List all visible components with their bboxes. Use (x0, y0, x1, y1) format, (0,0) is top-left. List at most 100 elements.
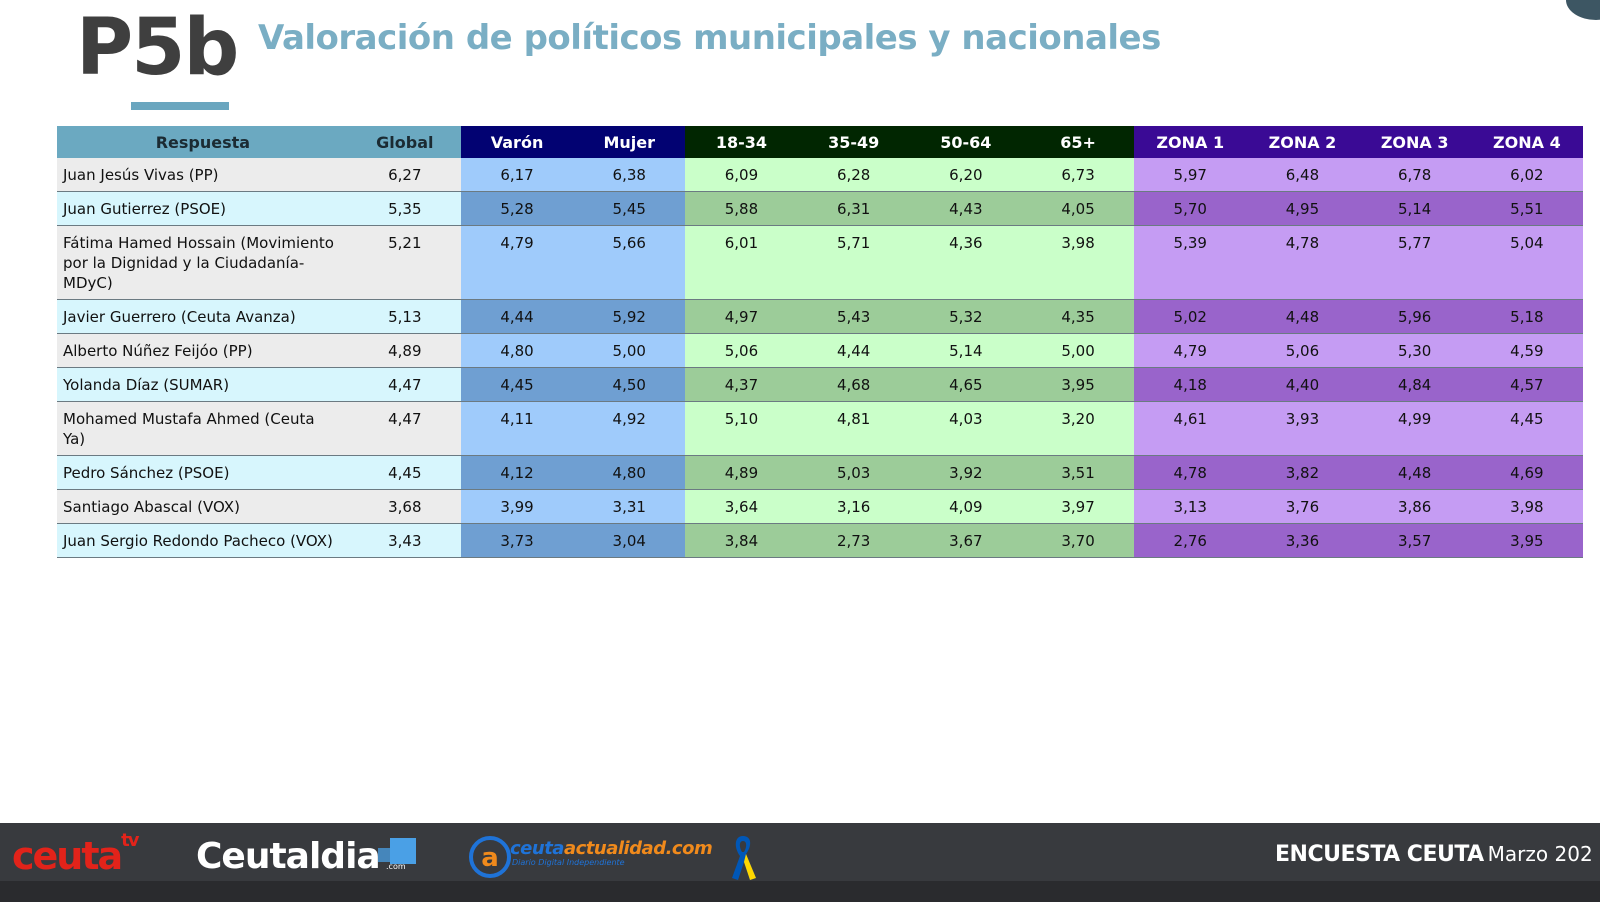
cell-value: 5,03 (836, 464, 871, 482)
cell-value: 3,64 (724, 498, 759, 516)
cell-value: 3,98 (1061, 234, 1095, 252)
ceutaldia-logo-square (390, 838, 416, 864)
cell-value: 3,73 (500, 532, 534, 550)
cell-value: 5,88 (724, 200, 759, 218)
table-cell: 4,43 (909, 191, 1022, 226)
table-cell: 4,36 (909, 225, 1022, 300)
ceutaldia-logo-domain: .com (386, 862, 406, 871)
results-table: Respuesta Global Varón Mujer 18-34 35-49… (57, 126, 1583, 558)
table-cell: 4,68 (797, 367, 910, 402)
corner-decoration (1566, 0, 1600, 20)
table-cell: 3,51 (1021, 455, 1135, 490)
table-cell: 4,45 (460, 367, 574, 402)
cell-value: 3,70 (1061, 532, 1095, 550)
cell-value: 3,13 (1173, 498, 1207, 516)
table-cell: 5,30 (1358, 333, 1471, 368)
table-cell: 5,97 (1134, 158, 1247, 192)
table-row: Pedro Sánchez (PSOE) 4,45 4,12 4,80 4,89 5,03… (57, 455, 1583, 490)
cell-value: 4,18 (1173, 376, 1207, 394)
cell-value: 2,76 (1173, 532, 1207, 550)
table-cell: 5,10 (685, 401, 798, 456)
cell-value: 4,78 (1173, 464, 1207, 482)
cell-value: 3,93 (1285, 410, 1320, 428)
cell-value: 4,92 (612, 410, 646, 428)
table-cell: 4,48 (1358, 455, 1471, 490)
cell-value: 4,48 (1397, 464, 1432, 482)
cell-value: 4,35 (1061, 308, 1095, 326)
cell-value: 6,73 (1061, 166, 1095, 184)
table-cell: 5,66 (573, 225, 686, 300)
table-cell: 4,11 (460, 401, 574, 456)
table-cell: 5,45 (573, 191, 686, 226)
cell-value: 5,06 (1285, 342, 1320, 360)
table-cell: 4,03 (909, 401, 1022, 456)
cell-value: 5,30 (1397, 342, 1432, 360)
cell-value: 3,97 (1061, 498, 1095, 516)
row-label-text: Yolanda Díaz (SUMAR) (63, 376, 230, 394)
cell-value: 6,48 (1285, 166, 1320, 184)
cell-value: 4,43 (949, 200, 983, 218)
cell-value: 5,97 (1173, 166, 1207, 184)
column-header: 50-64 (909, 126, 1022, 158)
cell-value: 4,45 (500, 376, 534, 394)
table-cell: 3,20 (1021, 401, 1135, 456)
cell-value: 3,31 (612, 498, 646, 516)
table-cell: 6,09 (685, 158, 798, 192)
cell-value: 5,18 (1510, 308, 1544, 326)
ceutaactualidad-logo: ceutaactualidad.com (510, 838, 713, 859)
table-cell: 5,43 (797, 299, 910, 334)
table-cell: 3,86 (1358, 489, 1471, 524)
cell-value: 4,37 (724, 376, 759, 394)
table-cell: 6,48 (1246, 158, 1359, 192)
table-cell: 3,95 (1470, 523, 1583, 558)
table-cell: 4,99 (1358, 401, 1471, 456)
cell-value: 6,78 (1397, 166, 1432, 184)
ceutaactualidad-logo-b: actualidad.com (563, 838, 713, 859)
table-cell: 4,81 (797, 401, 910, 456)
table-cell: 6,02 (1470, 158, 1583, 192)
table-row: Alberto Núñez Feijóo (PP) 4,89 4,80 5,00 5,0… (57, 333, 1583, 368)
table-cell: 3,68 (348, 489, 461, 524)
table-cell: 3,04 (573, 523, 686, 558)
table-cell: 4,12 (460, 455, 574, 490)
row-label-text: Javier Guerrero (Ceuta Avanza) (63, 308, 296, 326)
column-header: Mujer (573, 126, 686, 158)
table-cell: 4,37 (685, 367, 798, 402)
cell-value: 4,95 (1285, 200, 1320, 218)
survey-label: ENCUESTA CEUTA Marzo 202 (1275, 842, 1593, 867)
table-cell: 3,82 (1246, 455, 1359, 490)
cell-value: 5,14 (949, 342, 983, 360)
table-cell: 6,31 (797, 191, 910, 226)
table-cell: 3,70 (1021, 523, 1135, 558)
table-cell: 3,64 (685, 489, 798, 524)
cell-value: 6,17 (500, 166, 534, 184)
row-label-text: Fátima Hamed Hossain (Movimiento por la … (63, 234, 334, 292)
cell-value: 4,44 (500, 308, 534, 326)
cell-value: 6,31 (836, 200, 871, 218)
cell-value: 4,48 (1285, 308, 1320, 326)
table-cell: 6,78 (1358, 158, 1471, 192)
table-cell: 4,35 (1021, 299, 1135, 334)
cell-value: 3,84 (724, 532, 759, 550)
table-cell: 4,09 (909, 489, 1022, 524)
table-cell: 5,70 (1134, 191, 1247, 226)
cell-value: 4,05 (1061, 200, 1095, 218)
ceutaactualidad-tagline: Diario Digital Independiente (512, 858, 625, 867)
table-cell: 6,27 (348, 158, 461, 192)
table-cell: 4,61 (1134, 401, 1247, 456)
cell-value: 4,97 (724, 308, 759, 326)
cell-value: 5,77 (1397, 234, 1432, 252)
cell-value: 6,09 (724, 166, 759, 184)
cell-value: 3,86 (1397, 498, 1432, 516)
table-cell: 3,97 (1021, 489, 1135, 524)
table-cell: 3,98 (1470, 489, 1583, 524)
table-cell: 5,13 (348, 299, 461, 334)
cell-value: 5,00 (1061, 342, 1095, 360)
cell-value: 6,27 (388, 166, 422, 184)
ceutatv-logo-sup: tv (121, 830, 139, 851)
cell-value: 4,84 (1397, 376, 1432, 394)
table-cell: 4,05 (1021, 191, 1135, 226)
table-cell: 4,47 (348, 367, 461, 402)
row-label: Alberto Núñez Feijóo (PP) (57, 333, 349, 368)
table-cell: 4,47 (348, 401, 461, 456)
